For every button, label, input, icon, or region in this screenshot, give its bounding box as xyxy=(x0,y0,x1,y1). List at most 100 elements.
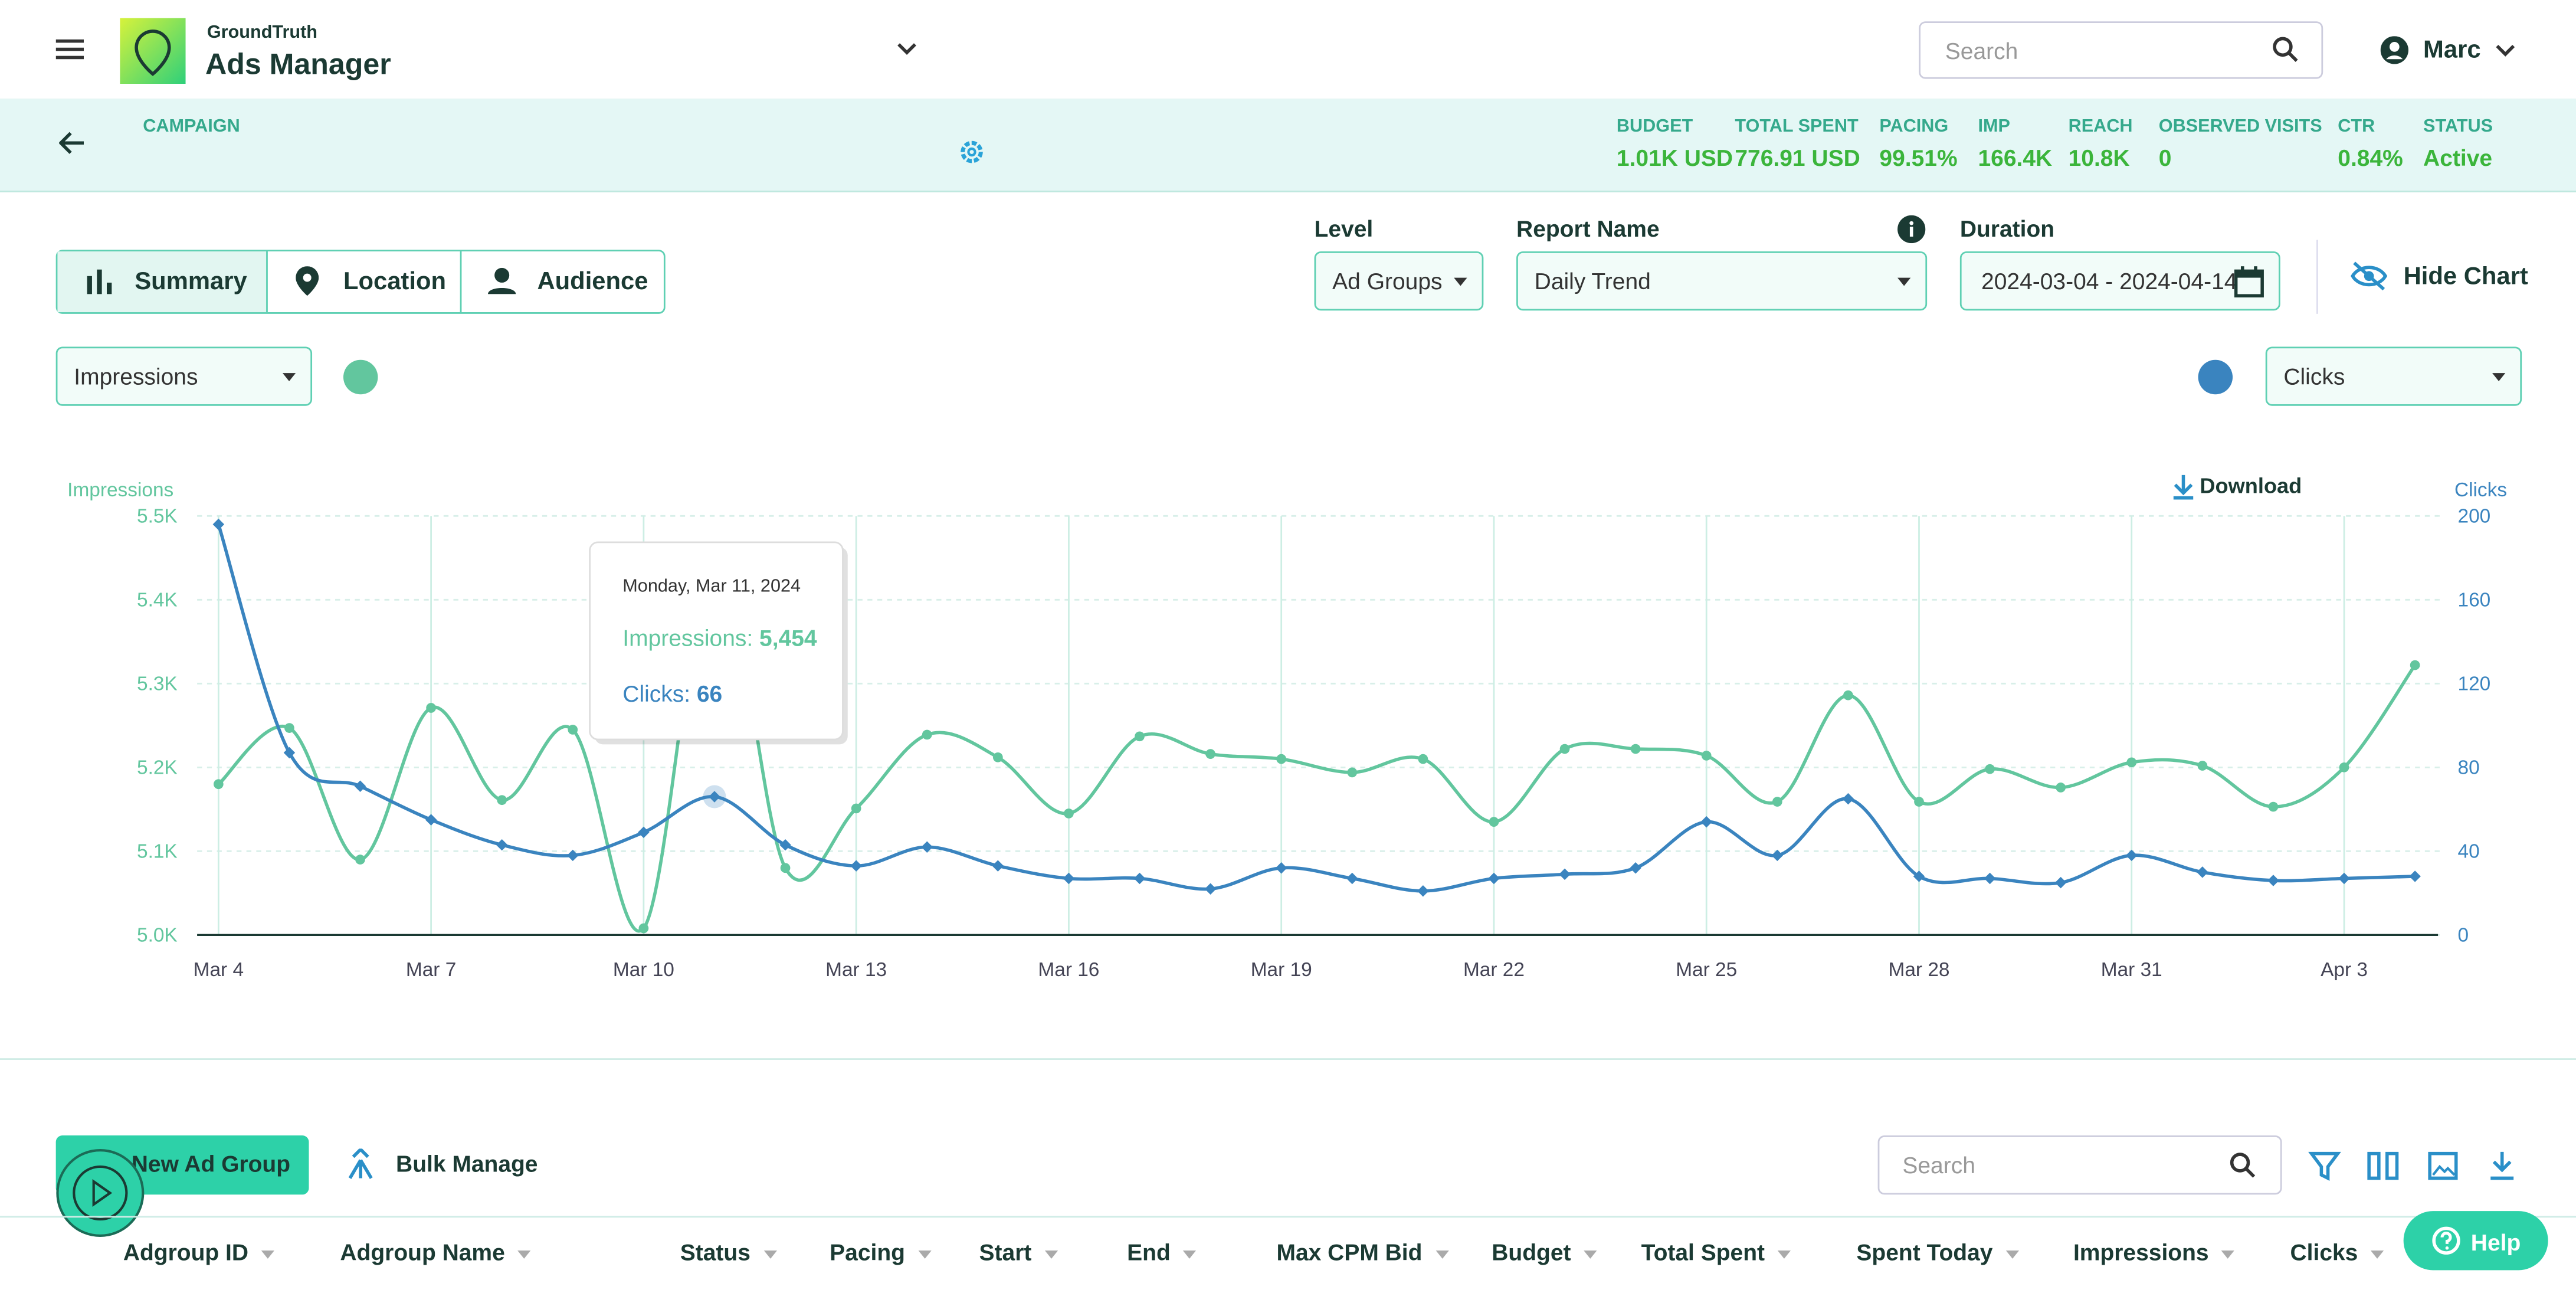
data-point xyxy=(1488,872,1500,885)
x-tick-label: Mar 13 xyxy=(825,959,887,981)
column-header[interactable]: Pacing xyxy=(830,1239,931,1265)
summary-icon xyxy=(87,269,112,294)
search-placeholder: Search xyxy=(1945,38,2018,64)
hide-icon[interactable] xyxy=(2349,260,2389,293)
column-header[interactable]: Clicks xyxy=(2290,1239,2384,1265)
data-point xyxy=(1701,751,1712,761)
data-point xyxy=(1914,797,1924,807)
data-point xyxy=(922,729,932,740)
help-icon[interactable] xyxy=(2431,1226,2461,1255)
data-point xyxy=(1276,754,1287,764)
left-metric-select[interactable]: Impressions xyxy=(55,346,313,406)
data-point xyxy=(1984,872,1996,885)
search-box[interactable] xyxy=(1919,21,2323,79)
data-point xyxy=(1204,883,1217,895)
column-header[interactable]: Status xyxy=(680,1239,777,1265)
user-menu-icon[interactable] xyxy=(2496,44,2515,57)
x-tick-label: Mar 22 xyxy=(1463,959,1525,981)
new-ad-group[interactable]: New Ad Group xyxy=(131,1150,291,1177)
tooltip-title: Monday, Mar 11, 2024 xyxy=(622,575,801,595)
settings-icon[interactable] xyxy=(958,138,985,166)
data-point xyxy=(2056,783,2066,793)
y-tick-label: 5.4K xyxy=(137,589,178,611)
duration-value: 2024-03-04 - 2024-04-14 xyxy=(1981,267,2237,294)
data-point xyxy=(850,860,862,872)
bulk-manage[interactable]: Bulk Manage xyxy=(396,1150,538,1177)
column-header[interactable]: End xyxy=(1127,1239,1197,1265)
data-point xyxy=(496,839,508,851)
menu-icon[interactable] xyxy=(55,36,89,63)
y-tick-label: 5.5K xyxy=(137,505,178,527)
data-point xyxy=(1985,764,1995,774)
data-point xyxy=(779,839,791,851)
column-header[interactable]: Max CPM Bid xyxy=(1277,1239,1448,1265)
data-point xyxy=(283,747,296,759)
column-header[interactable]: Impressions xyxy=(2073,1239,2235,1265)
download[interactable]: Download xyxy=(2200,473,2302,498)
stat-label: TOTAL SPENT xyxy=(1735,116,1859,137)
stat-value: 1.01K USD xyxy=(1616,145,1733,171)
stat-label: IMP xyxy=(1978,116,2010,137)
data-point xyxy=(1417,885,1429,897)
table-search-icon[interactable] xyxy=(2229,1152,2256,1179)
table-search[interactable] xyxy=(1877,1135,2282,1195)
column-header[interactable]: Spent Today xyxy=(1856,1239,2019,1265)
data-point xyxy=(1842,793,1854,805)
stat-value: Active xyxy=(2423,145,2493,171)
tooltip-value: 66 xyxy=(697,682,722,707)
column-header[interactable]: Budget xyxy=(1492,1239,1597,1265)
download-icon[interactable] xyxy=(2172,474,2195,500)
report-select[interactable]: Daily Trend xyxy=(1516,251,1928,311)
data-point xyxy=(2126,849,2138,862)
stat-label: BUDGET xyxy=(1616,116,1693,137)
info-icon[interactable] xyxy=(1897,215,1926,244)
data-point xyxy=(2339,762,2349,772)
logo xyxy=(120,18,186,84)
data-point xyxy=(638,923,649,934)
right-metric-select[interactable]: Clicks xyxy=(2265,346,2522,406)
level-select[interactable]: Ad Groups xyxy=(1314,251,1484,311)
tab[interactable]: Summary xyxy=(135,267,247,296)
duration-input[interactable]: 2024-03-04 - 2024-04-14 xyxy=(1959,251,2280,311)
table-search-placeholder: Search xyxy=(1902,1151,1975,1179)
calendar-icon[interactable] xyxy=(2234,266,2264,297)
help[interactable]: Help xyxy=(2470,1229,2521,1256)
stat-value: 776.91 USD xyxy=(1735,145,1860,171)
data-point xyxy=(1913,870,1925,882)
y-tick-label: 5.2K xyxy=(137,757,178,778)
help-button[interactable] xyxy=(2403,1211,2548,1271)
left-color-swatch[interactable] xyxy=(342,358,379,396)
back-icon[interactable] xyxy=(59,132,86,155)
data-point xyxy=(2197,761,2208,771)
search-icon[interactable] xyxy=(2272,36,2299,63)
data-point xyxy=(709,791,720,803)
user-name[interactable]: Marc xyxy=(2423,36,2481,64)
y2-tick-label: 160 xyxy=(2458,589,2491,611)
stat-label: CTR xyxy=(2338,116,2375,137)
x-tick-label: Mar 28 xyxy=(1889,959,1950,981)
data-point xyxy=(1630,744,1641,754)
data-point xyxy=(426,703,436,713)
column-header[interactable]: Adgroup Name xyxy=(340,1239,531,1265)
tab[interactable]: Location xyxy=(343,267,446,296)
hide-chart[interactable]: Hide Chart xyxy=(2403,263,2528,291)
dropdown-icon[interactable] xyxy=(897,42,916,55)
y2-tick-label: 200 xyxy=(2458,505,2491,527)
column-header[interactable]: Adgroup ID xyxy=(123,1239,275,1265)
tab-active-bg xyxy=(57,251,268,313)
data-point xyxy=(1418,754,1428,764)
y-axis-title: Impressions xyxy=(67,479,173,501)
data-point xyxy=(212,518,225,531)
data-point xyxy=(921,841,933,853)
data-point xyxy=(1205,749,1215,759)
play-button[interactable] xyxy=(54,1147,146,1239)
series-line xyxy=(217,523,2416,893)
right-metric: Clicks xyxy=(2283,363,2345,389)
tab[interactable]: Audience xyxy=(537,267,648,296)
tooltip-label: Clicks: xyxy=(622,682,690,707)
table-tools[interactable] xyxy=(2308,1150,2522,1183)
column-header[interactable]: Start xyxy=(979,1239,1058,1265)
column-header[interactable]: Total Spent xyxy=(1641,1239,1791,1265)
right-color-swatch[interactable] xyxy=(2197,358,2234,396)
